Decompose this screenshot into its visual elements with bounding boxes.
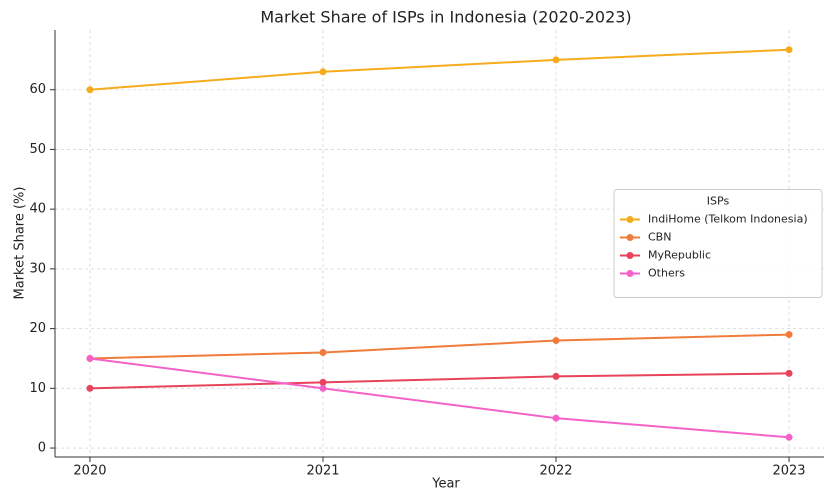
x-tick-label: 2020 bbox=[73, 464, 106, 479]
data-point bbox=[785, 46, 793, 54]
data-point bbox=[319, 348, 327, 356]
legend-marker bbox=[626, 252, 634, 259]
data-point bbox=[552, 337, 560, 345]
legend-label: MyRepublic bbox=[648, 249, 711, 262]
x-axis-label: Year bbox=[431, 477, 460, 492]
y-axis-label: Market Share (%) bbox=[13, 187, 28, 300]
data-point bbox=[552, 372, 560, 380]
data-point bbox=[319, 378, 327, 386]
legend: ISPs IndiHome (Telkom Indonesia) CBN MyRepu… bbox=[613, 189, 823, 298]
series-line bbox=[89, 333, 790, 360]
y-tick-label: 0 bbox=[38, 441, 46, 456]
data-point bbox=[785, 369, 793, 377]
x-tick-label: 2023 bbox=[772, 464, 805, 479]
data-point bbox=[552, 414, 560, 422]
data-point bbox=[319, 384, 327, 392]
data-point bbox=[785, 433, 793, 441]
legend-box bbox=[613, 189, 823, 298]
series-line bbox=[89, 48, 790, 91]
legend-title: ISPs bbox=[707, 195, 730, 208]
legend-label: CBN bbox=[648, 231, 671, 244]
x-tick-label: 2021 bbox=[306, 464, 339, 479]
y-tick-label: 30 bbox=[29, 261, 46, 276]
data-point bbox=[86, 384, 94, 392]
legend-marker bbox=[626, 270, 634, 277]
data-point bbox=[319, 68, 327, 76]
data-point bbox=[86, 86, 94, 94]
chart-title: Market Share of ISPs in Indonesia (2020-… bbox=[260, 8, 631, 27]
data-point bbox=[86, 354, 94, 362]
y-tick-label: 50 bbox=[29, 142, 46, 157]
legend-marker bbox=[626, 216, 634, 223]
y-tick-label: 20 bbox=[29, 321, 46, 336]
series-line bbox=[89, 357, 790, 439]
series-line bbox=[89, 372, 790, 390]
y-tick-label: 10 bbox=[29, 381, 46, 396]
x-tick-label: 2022 bbox=[539, 464, 572, 479]
legend-label: IndiHome (Telkom Indonesia) bbox=[648, 213, 808, 226]
y-tick-label: 40 bbox=[29, 202, 46, 217]
data-point bbox=[552, 56, 560, 64]
legend-marker bbox=[626, 234, 634, 241]
data-point bbox=[785, 331, 793, 339]
y-tick-label: 60 bbox=[29, 82, 46, 97]
legend-label: Others bbox=[648, 267, 685, 280]
